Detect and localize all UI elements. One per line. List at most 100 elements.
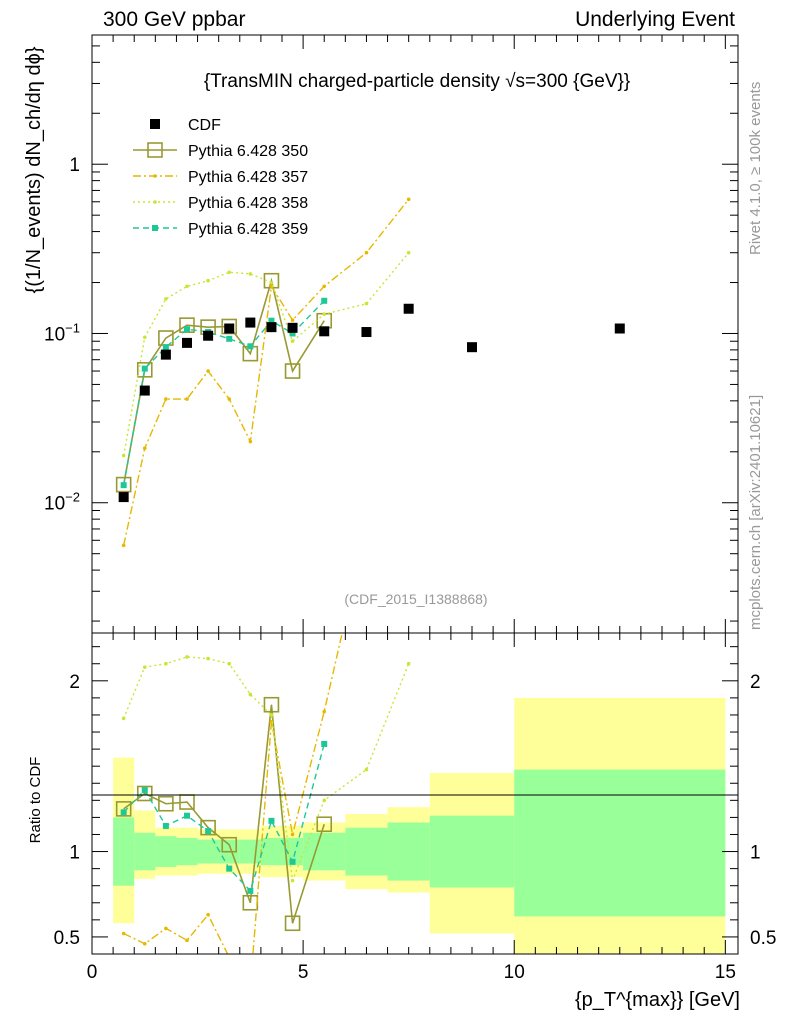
- p357-main-point: [322, 284, 327, 289]
- p358-main-point: [269, 280, 274, 285]
- ratio-panel-frame: [91, 632, 739, 955]
- p357-ratio-point: [164, 926, 168, 931]
- ratio-tick-label-left: 2: [69, 672, 80, 693]
- cdf-data-point: [160, 349, 171, 360]
- p358-main-point: [406, 250, 411, 255]
- p350-ratio-point: [158, 795, 174, 812]
- band-inner-bin: [303, 832, 346, 871]
- p358-ratio-point: [164, 661, 168, 666]
- p359-ratio-point: [184, 812, 190, 819]
- p358-main-point: [322, 312, 327, 316]
- main-series-group: [115, 197, 411, 548]
- p358-ratio-point: [322, 798, 327, 803]
- legend-marker-p357: [153, 174, 157, 178]
- p358-ratio-point: [269, 713, 274, 717]
- p350-main-point: [115, 476, 132, 493]
- ratio-uncertainty-bands: [113, 697, 726, 954]
- p350-ratio-point: [316, 816, 333, 833]
- band-inner-bin: [514, 769, 726, 917]
- cdf-data-point: [203, 330, 214, 341]
- p359-main-point: [289, 330, 296, 337]
- p350-ratio-point: [263, 696, 280, 713]
- p359-ratio-point: [120, 809, 127, 816]
- y-tick-label: 10−2: [44, 490, 80, 515]
- p358-ratio-point: [290, 878, 295, 883]
- p359-main-point: [184, 326, 190, 333]
- cdf-data-point: [245, 317, 256, 328]
- legend-label-p357: Pythia 6.428 357: [188, 169, 308, 186]
- p350-ratio-point: [179, 794, 195, 810]
- cdf-data-point: [266, 322, 277, 333]
- p358-ratio-point: [364, 767, 369, 772]
- p359-ratio-point: [162, 822, 169, 829]
- p357-main-point: [121, 543, 126, 548]
- side-label-top: Rivet 4.1.0, ≥ 100k events: [747, 82, 764, 255]
- p358-main-point: [248, 272, 253, 276]
- band-inner-bin: [387, 822, 430, 881]
- ratio-tick-label-left: 1: [69, 843, 80, 864]
- ratio-series-group: [115, 633, 411, 954]
- p359-main-point: [321, 297, 328, 304]
- chart-title: {TransMIN charged-particle density √s=30…: [204, 71, 630, 92]
- p359-ratio-point: [141, 787, 148, 794]
- p358-main-point: [290, 339, 295, 344]
- cdf-data-point: [287, 322, 298, 333]
- cdf-data-point: [403, 303, 414, 314]
- cdf-data-point: [139, 385, 150, 396]
- p359-ratio-line: [123, 743, 325, 893]
- p350-ratio-point: [200, 819, 216, 836]
- y-tick-label: 1: [69, 155, 80, 176]
- legend-marker-cdf: [150, 119, 160, 129]
- p358-ratio-point: [206, 656, 210, 661]
- band-inner-bin: [113, 817, 135, 886]
- legend-label-p359: Pythia 6.428 359: [188, 221, 308, 238]
- p350-main-point: [284, 363, 301, 379]
- p358-main-point: [142, 335, 147, 340]
- legend: CDF Pythia 6.428 350 Pythia 6.428 357 Pythi…: [133, 117, 308, 238]
- p358-ratio-point: [185, 655, 189, 659]
- legend-label-cdf: CDF: [188, 117, 221, 134]
- cdf-data-point: [614, 323, 625, 334]
- p357-ratio-point: [290, 832, 295, 837]
- p350-ratio-point: [115, 801, 132, 817]
- p358-ratio-point: [142, 665, 147, 669]
- legend-label-p358: Pythia 6.428 358: [188, 195, 308, 212]
- p357-main-point: [227, 397, 232, 401]
- data-marks: [115, 197, 625, 954]
- p358-ratio-point: [248, 692, 253, 697]
- p357-main-point: [290, 318, 295, 322]
- axis-ticks: 0 5 10 15 10−2 10−1 1 0.5 0.5 1 1 2 2: [44, 35, 776, 983]
- p359-ratio-point: [226, 865, 233, 872]
- y-axis-label: {(1/N_events) dN_ch/dη dϕ}: [23, 46, 45, 293]
- cdf-data-point: [319, 326, 330, 337]
- legend-marker-p358: [153, 200, 157, 204]
- p357-ratio-point: [142, 941, 147, 946]
- p359-main-line: [122, 300, 325, 486]
- legend-marker-p350: [147, 142, 163, 158]
- cdf-data-point: [467, 342, 477, 353]
- p357-ratio-point: [322, 709, 327, 714]
- legend-label-p350: Pythia 6.428 350: [188, 143, 308, 160]
- p359-main-point: [268, 317, 275, 324]
- p359-main-point: [162, 344, 169, 351]
- p357-ratio-point: [185, 938, 189, 943]
- band-inner-bin: [134, 832, 156, 871]
- band-inner-bin: [239, 839, 261, 864]
- p357-main-line: [122, 198, 410, 546]
- band-inner-bin: [197, 839, 219, 864]
- cdf-data-point: [224, 323, 235, 334]
- p357-ratio-point: [206, 912, 210, 917]
- p350-main-point: [136, 362, 153, 378]
- p358-main-point: [164, 297, 168, 301]
- p350-ratio-point: [221, 836, 238, 853]
- ratio-tick-label-right: 2: [750, 672, 761, 693]
- band-inner-bin: [155, 836, 177, 867]
- p357-main-point: [364, 250, 369, 255]
- side-label-bottom: mcplots.cern.ch [arXiv:2401.10621]: [747, 395, 764, 630]
- p359-ratio-point: [289, 858, 296, 865]
- p350-ratio-point: [242, 894, 259, 911]
- p357-main-point: [185, 397, 189, 401]
- p357-main-point: [248, 439, 253, 444]
- band-inner-bin: [345, 827, 388, 876]
